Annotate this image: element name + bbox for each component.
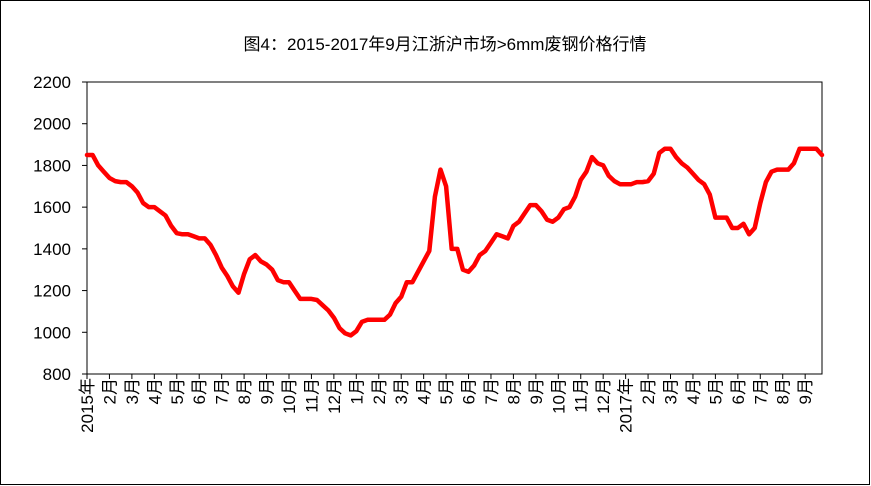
y-tick-label: 800 [43, 365, 71, 384]
x-tick-label: 10月 [280, 378, 299, 414]
x-tick-label: 11月 [302, 378, 321, 413]
x-tick-label: 3月 [662, 378, 681, 404]
x-tick-label: 4月 [415, 378, 434, 404]
x-tick-label: 5月 [168, 378, 187, 404]
x-tick-label: 8月 [235, 378, 254, 404]
x-tick-label: 9月 [527, 378, 546, 404]
y-tick-label: 2200 [33, 73, 71, 92]
y-tick-label: 1000 [33, 323, 71, 342]
chart-title: 图4：2015-2017年9月江浙沪市场>6mm废钢价格行情 [244, 35, 647, 54]
x-tick-label: 6月 [460, 378, 479, 404]
x-tick-label: 8月 [774, 378, 793, 404]
y-tick-label: 1800 [33, 156, 71, 175]
y-tick-label: 1200 [33, 282, 71, 301]
x-tick-label: 8月 [504, 378, 523, 404]
x-tick-label: 2月 [370, 378, 389, 404]
x-tick-label: 4月 [684, 378, 703, 404]
y-tick-label: 1400 [33, 240, 71, 259]
plot-area [86, 81, 823, 375]
x-tick-label: 9月 [796, 378, 815, 404]
x-tick-label: 4月 [145, 378, 164, 404]
x-tick-label: 2017年 [617, 378, 636, 433]
x-tick-label: 11月 [572, 378, 591, 413]
x-tick-label: 6月 [729, 378, 748, 404]
line-series [84, 146, 825, 338]
x-tick-label: 12月 [325, 378, 344, 414]
x-tick-label: 12月 [594, 378, 613, 414]
x-tick-label: 5月 [437, 378, 456, 404]
y-tick-label: 1600 [33, 198, 71, 217]
x-tick-label: 2月 [100, 378, 119, 404]
x-tick-label: 3月 [123, 378, 142, 404]
x-tick-label: 7月 [482, 378, 501, 404]
x-tick-label: 2015年 [78, 378, 97, 433]
x-tick-label: 2月 [639, 378, 658, 404]
y-tick-label: 2000 [33, 115, 71, 134]
x-tick-label: 7月 [213, 378, 232, 404]
x-tick-label: 3月 [392, 378, 411, 404]
x-tick-label: 9月 [258, 378, 277, 404]
x-tick-label: 5月 [706, 378, 725, 404]
x-tick-label: 1月 [347, 378, 366, 404]
x-tick-label: 10月 [549, 378, 568, 414]
x-tick-label: 6月 [190, 378, 209, 404]
x-tick-label: 7月 [751, 378, 770, 404]
